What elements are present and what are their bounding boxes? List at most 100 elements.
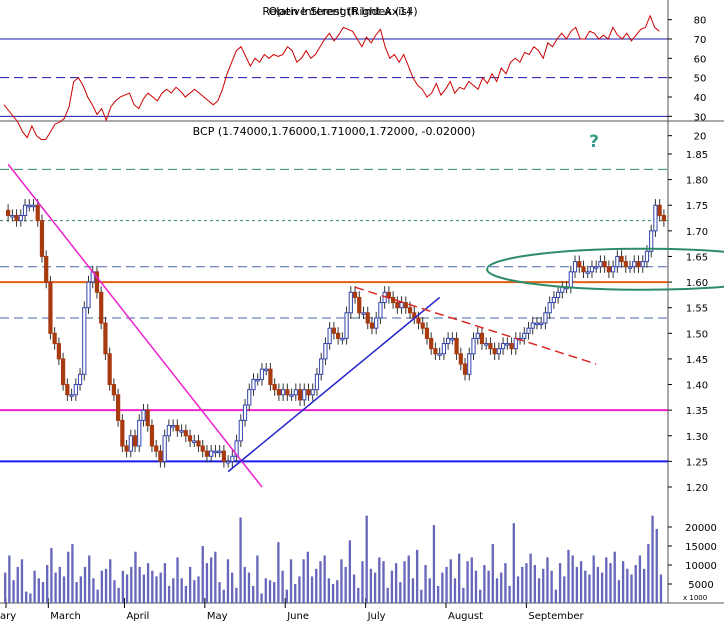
volume-bar bbox=[449, 559, 452, 603]
candle bbox=[488, 337, 493, 355]
candle bbox=[441, 337, 446, 360]
candle bbox=[209, 444, 214, 463]
candle-body bbox=[56, 343, 61, 360]
candle-body bbox=[217, 450, 222, 454]
candle bbox=[103, 316, 108, 360]
candle-body bbox=[120, 419, 125, 447]
candle bbox=[154, 439, 159, 458]
candle-body bbox=[158, 450, 163, 462]
candle-body bbox=[166, 425, 171, 437]
volume-bar bbox=[285, 589, 288, 603]
candle-body bbox=[264, 368, 269, 372]
price-title: BCP (1.74000,1.76000,1.71000,1.72000, -0… bbox=[193, 125, 476, 138]
volume-bar bbox=[193, 580, 196, 603]
candle-body bbox=[116, 394, 121, 421]
volume-bar bbox=[436, 585, 440, 603]
candle-body bbox=[226, 460, 231, 464]
volume-bar bbox=[483, 565, 486, 603]
candle-body bbox=[27, 204, 32, 208]
candle bbox=[378, 296, 383, 325]
volume-bar bbox=[58, 566, 61, 603]
candle-body bbox=[221, 450, 226, 462]
candle-body bbox=[539, 322, 544, 326]
candle bbox=[509, 337, 514, 355]
candle bbox=[336, 327, 341, 345]
candle-body bbox=[551, 296, 556, 304]
candle bbox=[424, 322, 430, 345]
candle bbox=[306, 383, 311, 401]
candle bbox=[69, 388, 74, 401]
candle bbox=[230, 450, 235, 468]
volume-bar bbox=[109, 559, 112, 603]
volume-bar bbox=[83, 566, 87, 603]
volume-bar bbox=[479, 589, 482, 603]
volume-bar bbox=[420, 589, 423, 603]
candle bbox=[365, 306, 370, 330]
candle bbox=[501, 337, 506, 355]
volume-bar bbox=[470, 557, 473, 603]
candle-body bbox=[352, 291, 358, 298]
candle-body bbox=[340, 337, 345, 341]
candle-body bbox=[429, 337, 434, 350]
candle-body bbox=[183, 430, 188, 437]
candle bbox=[471, 332, 476, 360]
volume-bar bbox=[512, 523, 515, 603]
candle-body bbox=[242, 404, 248, 421]
candle bbox=[310, 383, 315, 401]
candle bbox=[73, 378, 78, 401]
rsi-tick-label: 70 bbox=[694, 35, 707, 46]
candle bbox=[52, 327, 57, 350]
volume-bar bbox=[647, 544, 650, 603]
candle bbox=[522, 327, 527, 345]
candle bbox=[369, 316, 375, 335]
candle-body bbox=[653, 204, 658, 232]
candle-body bbox=[107, 353, 112, 386]
candle-body bbox=[255, 378, 260, 382]
candle bbox=[594, 260, 599, 273]
candle bbox=[18, 209, 23, 227]
candle bbox=[530, 316, 535, 335]
candle bbox=[234, 434, 239, 463]
candle bbox=[281, 383, 286, 401]
volume-bar bbox=[382, 561, 385, 603]
volume-bar bbox=[117, 587, 120, 603]
candle bbox=[534, 316, 540, 330]
volume-bar bbox=[617, 580, 621, 603]
candle bbox=[145, 404, 150, 432]
price-tick-label: 1.20 bbox=[686, 483, 708, 494]
candle bbox=[657, 199, 662, 222]
candle-body bbox=[77, 373, 83, 386]
x-axis-label: June bbox=[286, 611, 309, 621]
candle-body bbox=[124, 445, 129, 452]
candle-body bbox=[530, 322, 535, 329]
candle bbox=[475, 327, 480, 345]
candle-body bbox=[585, 271, 590, 274]
candle-body bbox=[162, 435, 167, 462]
volume-bar bbox=[273, 582, 276, 603]
question-mark-annotation: ? bbox=[589, 132, 599, 152]
candle-body bbox=[272, 384, 277, 391]
candle bbox=[297, 383, 303, 407]
candle bbox=[572, 255, 578, 278]
candle-body bbox=[247, 389, 252, 406]
candle-body bbox=[407, 307, 413, 314]
candle-body bbox=[306, 389, 311, 396]
candle bbox=[65, 378, 70, 401]
candle-body bbox=[327, 327, 332, 345]
candle-body bbox=[386, 291, 391, 298]
candle bbox=[187, 429, 193, 448]
candle bbox=[251, 373, 256, 396]
rsi-tick-label: 60 bbox=[694, 54, 707, 65]
candle bbox=[556, 286, 561, 304]
volume-bar bbox=[331, 584, 335, 603]
candle bbox=[636, 255, 641, 273]
volume-bar bbox=[277, 542, 280, 603]
volume-bar bbox=[235, 587, 238, 603]
candle-body bbox=[627, 266, 633, 269]
candle-body bbox=[319, 358, 324, 375]
candle-body bbox=[314, 373, 320, 391]
volume-bar bbox=[504, 563, 507, 603]
